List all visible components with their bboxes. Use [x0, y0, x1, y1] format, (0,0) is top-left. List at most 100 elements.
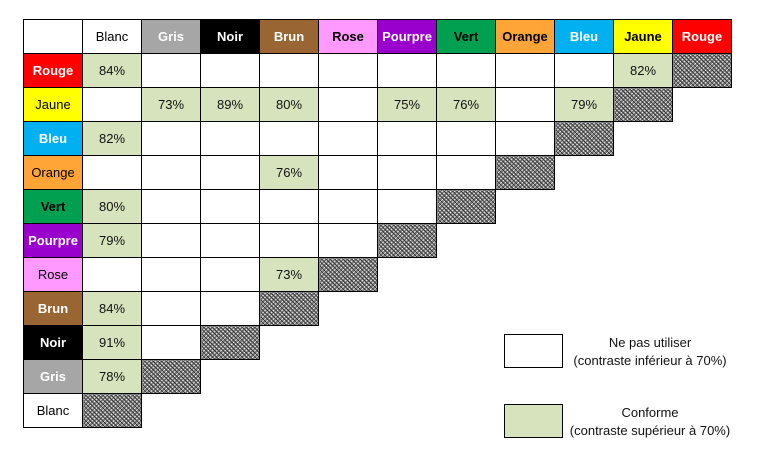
- pass-cell: 78%: [82, 359, 142, 394]
- diagonal-cell: [436, 189, 496, 224]
- contrast-matrix: Blanc Gris Noir Brun Rose Pourpre Vert Orange Bl…: [23, 19, 732, 428]
- empty-cell: [614, 190, 673, 224]
- empty-cell: [201, 360, 260, 394]
- fail-cell: [200, 53, 260, 88]
- fail-cell: [436, 121, 496, 156]
- fail-cell: [259, 121, 319, 156]
- row-header: Vert: [23, 189, 83, 224]
- empty-cell: [496, 224, 555, 258]
- fail-cell: [141, 223, 201, 258]
- pass-cell: 75%: [377, 87, 437, 122]
- fail-cell: [318, 155, 378, 190]
- column-header: Rouge: [672, 19, 732, 54]
- empty-cell: [437, 292, 496, 326]
- pass-cell: 73%: [259, 257, 319, 292]
- row-header: Blanc: [23, 393, 83, 428]
- empty-cell: [555, 224, 614, 258]
- empty-cell: [260, 360, 319, 394]
- fail-cell: [259, 53, 319, 88]
- row-header: Orange: [23, 155, 83, 190]
- fail-cell: [495, 53, 555, 88]
- empty-cell: [437, 360, 496, 394]
- pass-cell: 89%: [200, 87, 260, 122]
- pass-cell: 76%: [259, 155, 319, 190]
- legend-fail-text: Ne pas utiliser (contraste inférieur à 7…: [555, 334, 745, 370]
- fail-cell: [318, 121, 378, 156]
- corner-cell: [23, 19, 83, 54]
- pass-cell: 79%: [554, 87, 614, 122]
- legend-pass-desc: (contraste supérieur à 70%): [569, 423, 731, 438]
- fail-cell: [377, 155, 437, 190]
- fail-cell: [141, 325, 201, 360]
- fail-cell: [377, 121, 437, 156]
- diagonal-cell: [672, 53, 732, 88]
- fail-cell: [436, 53, 496, 88]
- row-header: Jaune: [23, 87, 83, 122]
- empty-cell: [319, 326, 378, 360]
- fail-cell: [141, 257, 201, 292]
- empty-cell: [673, 88, 732, 122]
- empty-cell: [673, 156, 732, 190]
- pass-cell: 91%: [82, 325, 142, 360]
- empty-cell: [378, 360, 437, 394]
- diagonal-cell: [200, 325, 260, 360]
- matrix-row: Blanc: [23, 393, 732, 428]
- legend-pass-title: Conforme: [621, 405, 679, 420]
- empty-cell: [555, 156, 614, 190]
- pass-cell: 80%: [82, 189, 142, 224]
- empty-cell: [319, 360, 378, 394]
- fail-cell: [200, 257, 260, 292]
- fail-cell: [82, 155, 142, 190]
- matrix-row: Rouge 84% 82%: [23, 53, 732, 88]
- fail-cell: [200, 121, 260, 156]
- fail-cell: [377, 53, 437, 88]
- fail-cell: [200, 155, 260, 190]
- empty-cell: [260, 326, 319, 360]
- empty-cell: [555, 292, 614, 326]
- fail-cell: [495, 87, 555, 122]
- matrix-row: Bleu 82%: [23, 121, 732, 156]
- column-header: Rose: [318, 19, 378, 54]
- empty-cell: [496, 258, 555, 292]
- fail-cell: [377, 189, 437, 224]
- fail-cell: [200, 189, 260, 224]
- empty-cell: [673, 258, 732, 292]
- diagonal-cell: [141, 359, 201, 394]
- empty-cell: [496, 292, 555, 326]
- diagonal-cell: [554, 121, 614, 156]
- empty-cell: [614, 224, 673, 258]
- row-header: Gris: [23, 359, 83, 394]
- empty-cell: [319, 292, 378, 326]
- pass-cell: 80%: [259, 87, 319, 122]
- empty-cell: [614, 122, 673, 156]
- row-header: Rouge: [23, 53, 83, 88]
- pass-cell: 82%: [613, 53, 673, 88]
- legend-pass-swatch: [504, 404, 563, 438]
- fail-cell: [141, 189, 201, 224]
- empty-cell: [614, 156, 673, 190]
- diagonal-cell: [495, 155, 555, 190]
- matrix-row: Gris 78%: [23, 359, 732, 394]
- pass-cell: 76%: [436, 87, 496, 122]
- fail-cell: [318, 189, 378, 224]
- row-header: Bleu: [23, 121, 83, 156]
- empty-cell: [142, 394, 201, 428]
- empty-cell: [260, 394, 319, 428]
- column-header: Pourpre: [377, 19, 437, 54]
- empty-cell: [378, 258, 437, 292]
- legend-fail-desc: (contraste inférieur à 70%): [573, 353, 727, 368]
- empty-cell: [437, 224, 496, 258]
- fail-cell: [141, 291, 201, 326]
- empty-cell: [555, 190, 614, 224]
- column-header: Brun: [259, 19, 319, 54]
- matrix-row: Orange 76%: [23, 155, 732, 190]
- fail-cell: [495, 121, 555, 156]
- empty-cell: [201, 394, 260, 428]
- fail-cell: [141, 53, 201, 88]
- empty-cell: [614, 292, 673, 326]
- row-header: Pourpre: [23, 223, 83, 258]
- empty-cell: [496, 190, 555, 224]
- pass-cell: 79%: [82, 223, 142, 258]
- fail-cell: [200, 223, 260, 258]
- column-header: Orange: [495, 19, 555, 54]
